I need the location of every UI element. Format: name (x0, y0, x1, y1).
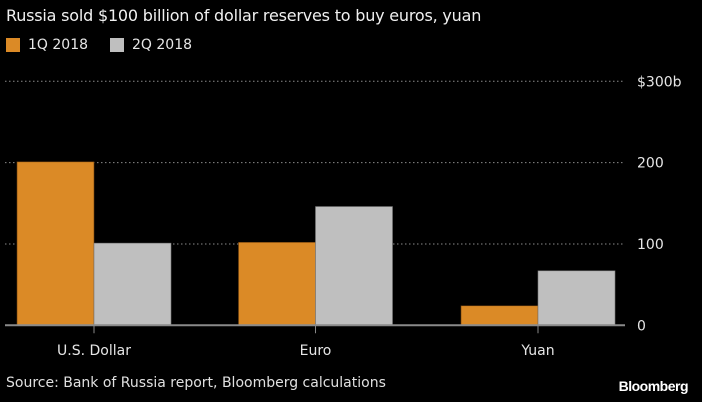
bar-2q-yuan (537, 270, 616, 326)
bar-1q-euro (238, 242, 316, 326)
source-note: Source: Bank of Russia report, Bloomberg… (6, 375, 386, 391)
bar-1q-u-s-dollar (16, 161, 95, 326)
y-tick-label: 0 (637, 318, 646, 334)
legend-swatch-1q (6, 38, 20, 52)
x-tick-label: Yuan (520, 343, 554, 359)
legend-item-1q: 1Q 2018 (6, 37, 88, 53)
y-tick-label: 100 (637, 237, 664, 253)
legend: 1Q 2018 2Q 2018 (6, 37, 214, 53)
bloomberg-logo: Bloomberg (618, 378, 689, 394)
legend-swatch-2q (110, 38, 125, 52)
y-tick-label: 200 (637, 156, 664, 172)
bar-1q-yuan (460, 305, 539, 326)
legend-label-1q: 1Q 2018 (28, 37, 89, 53)
x-tick-label: U.S. Dollar (57, 343, 131, 359)
bar-2q-euro (315, 206, 393, 326)
legend-label-2q: 2Q 2018 (132, 37, 193, 53)
chart-title: Russia sold $100 billion of dollar reser… (6, 6, 482, 25)
y-tick-label: $300b (637, 74, 682, 90)
x-tick-label: Euro (300, 343, 332, 359)
legend-item-2q: 2Q 2018 (110, 37, 192, 53)
bar-2q-u-s-dollar (93, 242, 172, 326)
